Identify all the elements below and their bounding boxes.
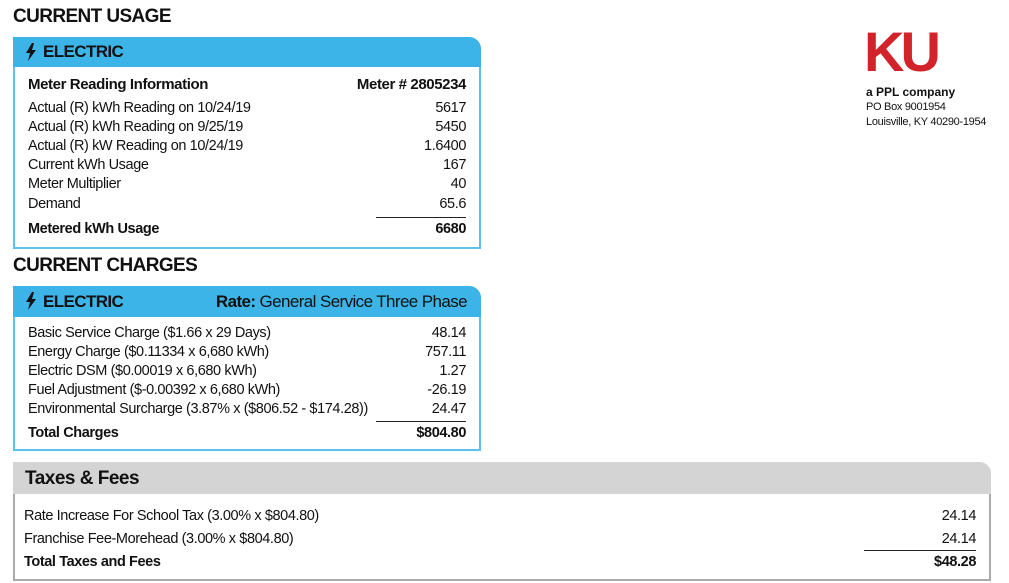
usage-header: ELECTRIC [13,37,481,67]
address-line: PO Box 9001954 [866,101,946,113]
taxes-box: Taxes & Fees [13,462,991,581]
row-value: 65.6 [439,196,466,212]
meter-info-label: Meter Reading Information [28,76,209,93]
row-label: Electric DSM ($0.00019 x 6,680 kWh) [28,363,257,379]
total-label: Total Taxes and Fees [24,554,161,570]
row-label: Actual (R) kWh Reading on 10/24/19 [28,100,251,116]
section-label: ELECTRIC [43,42,124,61]
row-value: 24.14 [941,508,977,524]
total-label: Total Charges [28,425,119,441]
rate: Rate: General Service Three Phase [215,292,468,312]
section-title: CURRENT CHARGES [13,255,198,276]
row-value: 40 [450,176,467,192]
row-label: Rate Increase For School Tax (3.00% x $8… [24,508,319,524]
bolt-icon [26,43,36,61]
row-label: Basic Service Charge ($1.66 x 29 Days) [28,325,271,341]
row-label: Fuel Adjustment ($-0.00392 x 6,680 kWh) [28,382,280,398]
logo: KU [864,20,941,83]
bolt-icon [26,292,36,310]
section-title: Taxes & Fees [25,468,140,489]
address-line: Louisville, KY 40290-1954 [866,116,987,128]
charges-box: ELECTRIC Rate: General Service Three Pha… [13,286,481,451]
total-label: Metered kWh Usage [28,221,159,237]
total-value: $804.80 [416,425,466,441]
divider [376,217,466,218]
section-title: CURRENT USAGE [13,6,172,27]
total-value: 6680 [435,221,466,237]
row-label: Environmental Surcharge (3.87% x ($806.5… [28,401,368,417]
tagline: a PPL company [866,85,956,99]
row-label: Demand [28,196,81,212]
total-value: $48.28 [934,554,976,570]
row-value: 167 [443,157,466,173]
row-value: 24.14 [941,531,977,547]
meter-number: Meter # 2805234 [356,76,466,93]
taxes-header: Taxes & Fees [13,462,991,494]
row-label: Actual (R) kW Reading on 10/24/19 [28,138,243,154]
row-label: Franchise Fee-Morehead (3.00% x $804.80) [24,531,294,547]
row-label: Current kWh Usage [28,157,149,173]
rate-value: General Service Three Phase [259,292,468,311]
row-value: 757.11 [425,344,466,360]
row-value: -26.19 [427,382,466,398]
row-label: Actual (R) kWh Reading on 9/25/19 [28,119,243,135]
rate-label: Rate: [215,292,256,311]
usage-box: ELECTRIC [13,37,481,249]
row-label: Energy Charge ($0.11334 x 6,680 kWh) [28,344,269,360]
section-label: ELECTRIC [43,292,124,311]
row-value: 5617 [435,100,466,116]
row-value: 1.6400 [424,138,466,154]
charges-header: ELECTRIC Rate: General Service Three Pha… [13,286,481,317]
row-value: 5450 [435,119,466,135]
row-value: 1.27 [439,363,466,379]
row-value: 48.14 [431,325,467,341]
divider [864,550,976,551]
row-value: 24.47 [431,401,467,417]
divider [376,421,466,422]
row-label: Meter Multiplier [28,176,121,192]
